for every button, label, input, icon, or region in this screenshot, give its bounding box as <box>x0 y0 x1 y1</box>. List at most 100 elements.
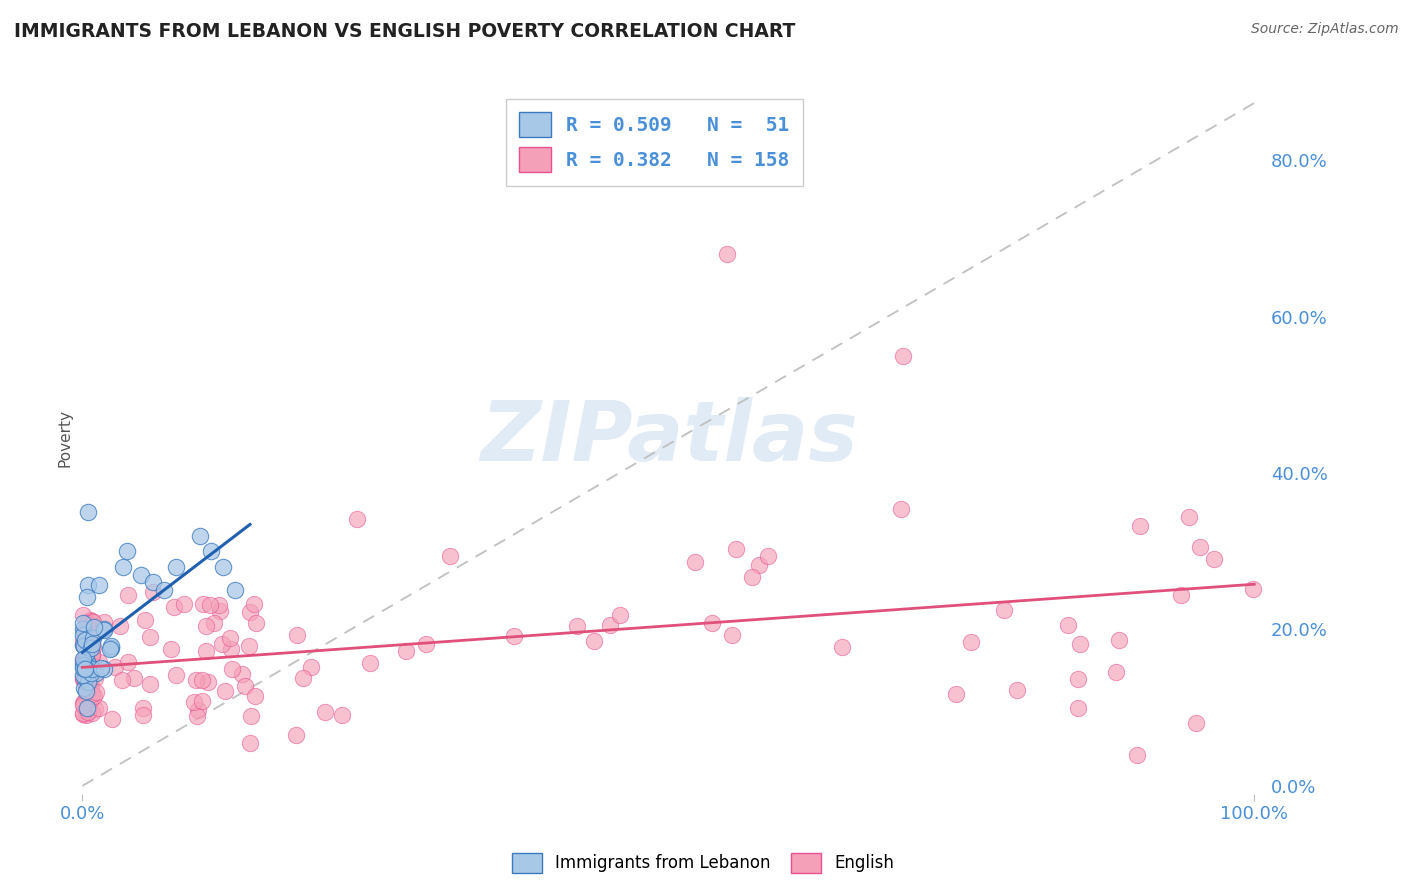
Point <box>567 619 589 633</box>
Point <box>76 630 98 644</box>
Point <box>243 597 266 611</box>
Text: Source: ZipAtlas.com: Source: ZipAtlas.com <box>1251 22 1399 37</box>
Point <box>186 709 208 723</box>
Point <box>77 577 100 591</box>
Point <box>73 681 96 696</box>
Point <box>79 613 101 627</box>
Point <box>72 615 94 630</box>
Point <box>245 616 267 631</box>
Point <box>73 665 96 680</box>
Point <box>748 558 770 572</box>
Point <box>209 604 232 618</box>
Point <box>75 691 97 706</box>
Point <box>202 615 225 630</box>
Point <box>77 642 100 657</box>
Text: IMMIGRANTS FROM LEBANON VS ENGLISH POVERTY CORRELATION CHART: IMMIGRANTS FROM LEBANON VS ENGLISH POVER… <box>14 22 796 41</box>
Point <box>186 673 208 687</box>
Point <box>1188 541 1211 555</box>
Point <box>72 661 94 675</box>
Point <box>245 689 267 703</box>
Point <box>73 662 96 676</box>
Point <box>86 685 108 699</box>
Point <box>73 663 96 677</box>
Point <box>945 687 967 701</box>
Point <box>1007 683 1029 698</box>
Point <box>84 702 107 716</box>
Point <box>112 559 135 574</box>
Point <box>72 639 94 653</box>
Point <box>82 647 104 661</box>
Point <box>80 626 103 640</box>
Point <box>132 701 155 715</box>
Point <box>76 706 98 720</box>
Point <box>80 620 103 634</box>
Point <box>1184 716 1206 731</box>
Point <box>108 619 131 633</box>
Point <box>1067 672 1090 686</box>
Point <box>75 660 97 674</box>
Point <box>75 680 97 694</box>
Point <box>200 544 222 558</box>
Point <box>1170 588 1192 602</box>
Point <box>101 712 124 726</box>
Point <box>72 673 94 687</box>
Point <box>72 633 94 648</box>
Point <box>75 681 97 695</box>
Point <box>1105 665 1128 679</box>
Point <box>190 694 212 708</box>
Point <box>72 651 94 665</box>
Point <box>741 570 763 584</box>
Point <box>76 670 98 684</box>
Point <box>131 708 153 723</box>
Point <box>142 585 165 599</box>
Point <box>683 555 706 569</box>
Legend: Immigrants from Lebanon, English: Immigrants from Lebanon, English <box>505 847 901 880</box>
Point <box>314 705 336 719</box>
Point <box>80 648 103 663</box>
Point <box>79 620 101 634</box>
Point <box>831 640 853 654</box>
Point <box>72 638 94 652</box>
Point <box>80 665 103 680</box>
Point <box>80 637 103 651</box>
Point <box>183 695 205 709</box>
Point <box>76 590 98 604</box>
Point <box>82 614 104 628</box>
Point <box>72 657 94 672</box>
Point <box>191 598 214 612</box>
Point <box>76 704 98 718</box>
Point <box>75 647 97 661</box>
Point <box>75 705 97 719</box>
Point <box>73 624 96 638</box>
Point <box>756 549 779 563</box>
Point <box>73 671 96 685</box>
Point <box>198 598 221 612</box>
Point <box>165 668 187 682</box>
Point <box>75 681 97 695</box>
Point <box>72 698 94 712</box>
Point <box>139 676 162 690</box>
Point <box>82 631 104 645</box>
Point <box>72 628 94 642</box>
Point <box>359 657 381 671</box>
Point <box>93 615 115 629</box>
Point <box>72 672 94 686</box>
Point <box>212 559 235 574</box>
Point <box>82 640 104 654</box>
Point <box>187 703 209 717</box>
Point <box>1069 637 1091 651</box>
Point <box>80 688 103 702</box>
Point <box>188 528 211 542</box>
Point <box>291 671 314 685</box>
Point <box>80 662 103 676</box>
Point <box>73 658 96 673</box>
Point <box>159 642 181 657</box>
Point <box>239 736 262 750</box>
Point <box>72 638 94 652</box>
Point <box>80 672 103 686</box>
Point <box>77 674 100 689</box>
Point <box>87 701 110 715</box>
Point <box>960 635 983 649</box>
Point <box>889 501 911 516</box>
Point <box>583 634 606 648</box>
